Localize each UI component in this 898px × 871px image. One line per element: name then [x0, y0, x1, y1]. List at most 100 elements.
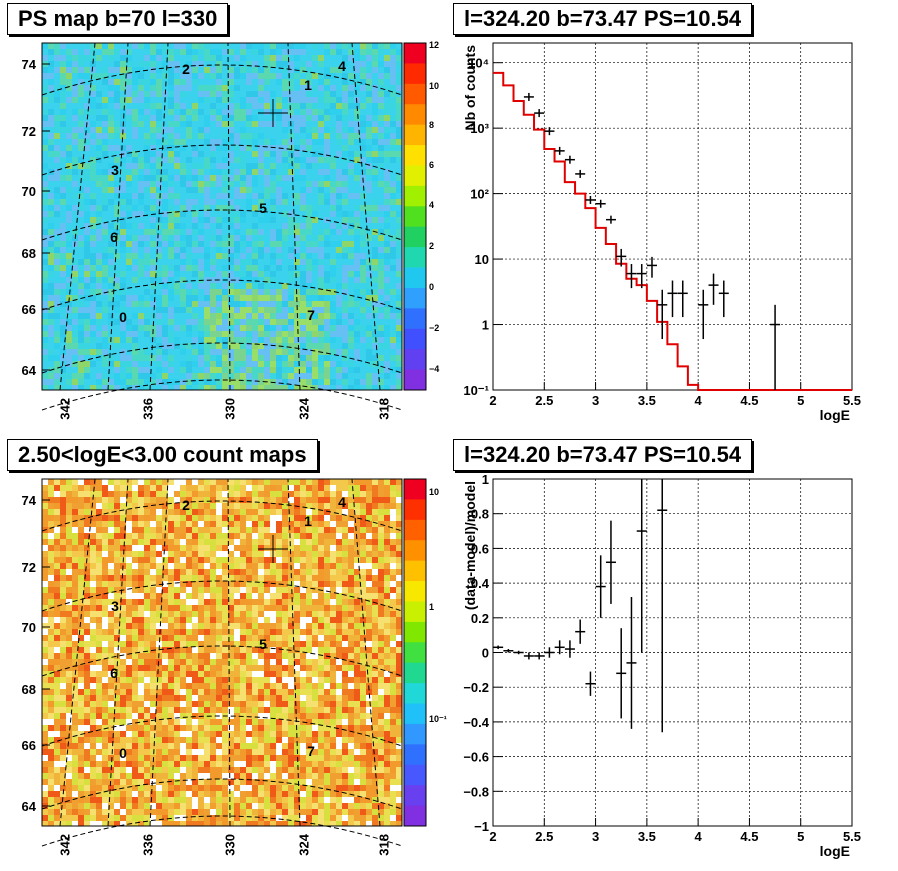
y-tick-label: 70: [22, 620, 36, 635]
colorbar-segment: [404, 308, 426, 330]
longitude-gridline: [59, 478, 96, 827]
longitude-gridline: [227, 42, 231, 391]
longitude-gridline: [287, 42, 301, 391]
longitude-gridline: [351, 42, 381, 391]
colorbar-segment: [404, 206, 426, 228]
y-tick-label: 10⁻¹: [463, 383, 489, 398]
x-tick-label: 342: [58, 398, 73, 420]
longitude-gridline: [351, 478, 381, 827]
y-tick-label: 68: [22, 246, 36, 261]
residual-title: l=324.20 b=73.47 PS=10.54: [453, 439, 753, 471]
latitude-gridline: [41, 64, 403, 96]
longitude-gridline: [149, 42, 169, 391]
y-tick-label: −0.8: [463, 784, 489, 799]
colorbar-tick-label: 8: [429, 120, 434, 130]
colorbar-segment: [404, 43, 426, 64]
y-tick-label: 0.4: [471, 576, 490, 591]
y-tick-label: 10³: [470, 121, 489, 136]
y-tick-label: 70: [22, 184, 36, 199]
latitude-gridline: [41, 715, 403, 747]
longitude-gridline: [227, 478, 231, 827]
colorbar-segment: [404, 723, 426, 745]
source-label: 4: [338, 494, 346, 510]
x-tick-label: 4.5: [740, 829, 758, 844]
source-label: 5: [259, 636, 267, 652]
y-axis-label: Nb of counts: [462, 45, 478, 131]
latitude-gridline: [41, 279, 403, 311]
latitude-gridline: [41, 500, 403, 532]
source-label: 2: [182, 497, 190, 513]
x-tick-label: 2: [489, 829, 496, 844]
colorbar-segment: [404, 499, 426, 521]
y-tick-label: 66: [22, 302, 36, 317]
colorbar-segment: [404, 703, 426, 725]
colorbar-segment: [404, 226, 426, 248]
x-tick-label: 336: [141, 398, 156, 420]
source-label: 4: [338, 58, 346, 74]
colorbar-segment: [404, 328, 426, 350]
colorbar-segment: [404, 287, 426, 309]
x-tick-label: 324: [297, 833, 312, 855]
y-tick-label: 66: [22, 738, 36, 753]
colorbar-tick-label: 0: [429, 282, 434, 292]
colorbar-segment: [404, 744, 426, 766]
x-tick-label: 5.5: [843, 393, 861, 408]
map-pixels: [42, 43, 402, 390]
y-tick-label: 0: [482, 646, 489, 661]
colorbar-tick-label: 10⁻¹: [429, 714, 447, 724]
x-tick-label: 3: [592, 393, 599, 408]
latitude-gridline: [41, 645, 403, 677]
source-label: 0: [119, 745, 127, 761]
colorbar-tick-label: 6: [429, 160, 434, 170]
x-tick-label: 3.5: [638, 393, 656, 408]
x-tick-label: 342: [58, 834, 73, 856]
y-tick-label: −0.4: [463, 715, 489, 730]
colorbar-tick-label: −2: [429, 323, 439, 333]
latitude-gridline: [41, 778, 403, 810]
source-label: 1: [304, 513, 312, 529]
y-tick-label: 72: [22, 124, 36, 139]
colorbar-segment: [404, 349, 426, 371]
colorbar-segment: [404, 519, 426, 541]
longitude-gridline: [107, 478, 129, 827]
latitude-gridline: [41, 815, 403, 847]
source-label: 1: [304, 77, 312, 93]
x-tick-label: 5: [797, 393, 804, 408]
colorbar-segment: [404, 267, 426, 289]
source-label: 0: [119, 309, 127, 325]
colorbar-tick-label: 10: [429, 487, 439, 497]
colorbar-segment: [404, 479, 426, 500]
colorbar-tick-label: 2: [429, 241, 434, 251]
longitude-gridline: [107, 42, 129, 391]
spectrum-title: l=324.20 b=73.47 PS=10.54: [453, 3, 753, 35]
source-label: 3: [111, 162, 119, 178]
source-label: 7: [307, 307, 315, 323]
colorbar-segment: [404, 540, 426, 562]
colorbar-segment: [404, 145, 426, 166]
colorbar-segment: [404, 662, 426, 684]
latitude-gridline: [41, 379, 403, 411]
y-tick-label: 0.6: [471, 541, 489, 556]
x-tick-label: 318: [377, 398, 392, 420]
x-tick-label: 4: [695, 393, 703, 408]
longitude-gridline: [59, 42, 96, 391]
map-frame: [41, 478, 403, 827]
y-tick-label: 1: [482, 318, 489, 333]
x-tick-label: 4.5: [740, 393, 758, 408]
colorbar-frame: [403, 478, 427, 827]
y-axis-label: (data-model)/model: [462, 481, 478, 610]
x-tick-label: 330: [223, 834, 238, 856]
colorbar-segment: [404, 560, 426, 582]
latitude-gridline: [41, 209, 403, 241]
y-tick-label: 64: [22, 363, 37, 378]
colorbar-tick-label: 10: [429, 81, 439, 91]
colorbar-segment: [404, 165, 426, 187]
x-tick-label: 5.5: [843, 829, 861, 844]
x-tick-label: 5: [797, 829, 804, 844]
colorbar-segment: [404, 642, 426, 664]
longitude-gridline: [149, 478, 169, 827]
y-tick-label: 72: [22, 560, 36, 575]
x-tick-label: 2.5: [535, 393, 553, 408]
y-tick-label: 10²: [470, 187, 489, 202]
spectrum-frame: [492, 42, 853, 391]
